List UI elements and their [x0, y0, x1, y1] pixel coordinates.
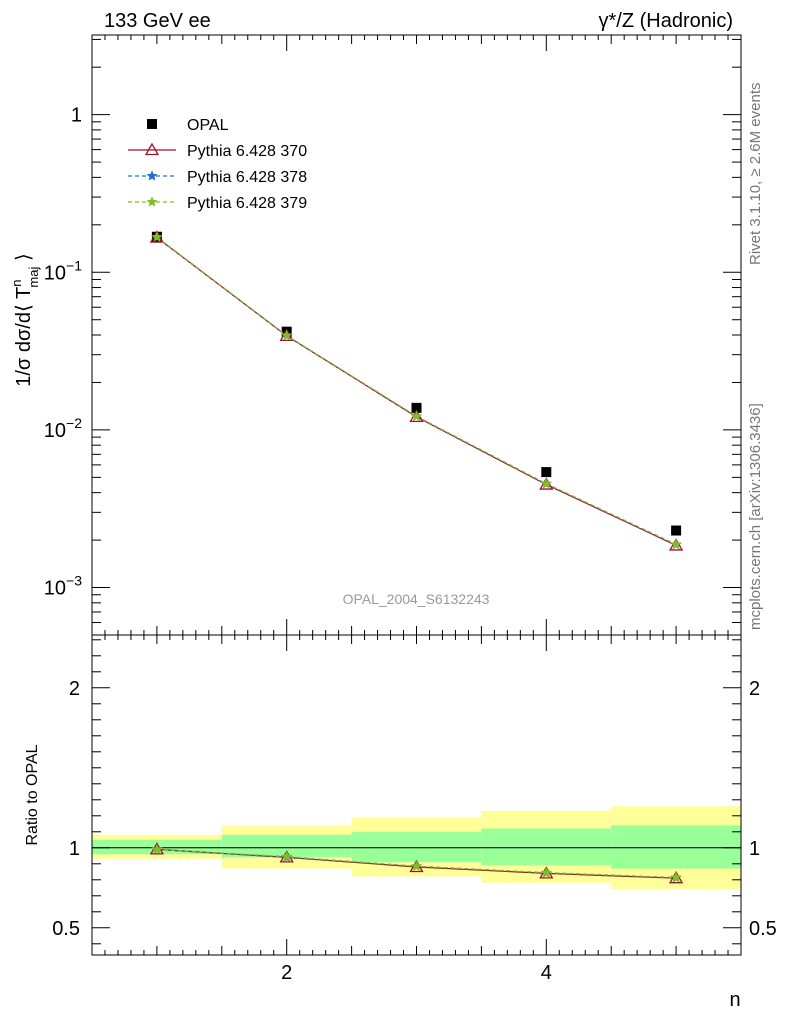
- star-marker: [410, 860, 423, 871]
- ratio-y-tick-label-right: 0.5: [749, 918, 777, 940]
- y-tick-label: 1: [71, 105, 82, 127]
- star-marker: [281, 850, 293, 862]
- main-y-axis-label: 1/σ dσ/d⟨ Tn maj ⟩: [9, 253, 41, 387]
- opal-data-point: [541, 467, 552, 478]
- header-left-label: 133 GeV ee: [104, 10, 211, 32]
- star-marker: [281, 329, 293, 341]
- star-marker: [540, 866, 552, 878]
- main-panel: 1 10−1 10−2 10−3: [44, 34, 742, 636]
- legend: OPAL Pythia 6.428 370 Pythia 6.428 378 Pyth…: [128, 117, 307, 212]
- triangle-marker: [144, 142, 160, 156]
- y-tick-label: 10−1: [44, 257, 82, 284]
- y-tick-label: 10−2: [44, 415, 82, 442]
- star-marker: [151, 843, 163, 855]
- legend-opal-marker: [147, 119, 157, 129]
- star-marker: [146, 170, 158, 181]
- rivet-side-label: Rivet 3.1.10, ≥ 2.6M events: [747, 83, 764, 266]
- opal-data-point: [411, 402, 422, 413]
- ratio-inner-band: [221, 835, 352, 858]
- x-tick-label: 4: [541, 962, 552, 984]
- opal-data-point: [671, 525, 682, 536]
- ratio-y-tick-label-right: 2: [749, 678, 760, 700]
- ratio-panel: 2 4 0.5 0.5 1 1 2 2: [52, 634, 777, 984]
- star-marker: [670, 871, 682, 883]
- ratio-y-tick-label-right: 1: [749, 838, 760, 860]
- mc-series-line: [156, 237, 677, 546]
- star-marker: [670, 538, 682, 550]
- ratio-y-axis-label: Ratio to OPAL: [24, 744, 41, 845]
- legend-label: Pythia 6.428 370: [187, 143, 307, 160]
- ratio-inner-band: [351, 831, 482, 863]
- legend-label: Pythia 6.428 378: [187, 169, 307, 186]
- y-tick-label: 10−3: [44, 573, 82, 600]
- star-marker: [146, 196, 158, 207]
- ratio-y-tick-label: 1: [69, 838, 80, 860]
- legend-label: Pythia 6.428 379: [187, 195, 307, 212]
- star-marker: [410, 410, 423, 421]
- analysis-watermark: OPAL_2004_S6132243: [343, 591, 490, 607]
- mc-series-line: [156, 236, 677, 545]
- star-marker: [151, 231, 163, 242]
- ratio-y-tick-label: 2: [69, 678, 80, 700]
- x-axis-label: n: [729, 989, 740, 1011]
- star-marker: [540, 477, 552, 489]
- ratio-inner-band: [481, 828, 612, 866]
- x-tick-label: 2: [281, 962, 292, 984]
- ratio-frame: [91, 634, 742, 956]
- ratio-inner-band: [611, 825, 741, 869]
- legend-label: OPAL: [187, 117, 229, 134]
- mc-series-line: [156, 236, 677, 546]
- mcplots-side-label: mcplots.cern.ch [arXiv:1306.3436]: [747, 403, 764, 630]
- ratio-y-tick-label: 0.5: [52, 918, 80, 940]
- header-right-label: γ*/Z (Hadronic): [599, 10, 733, 32]
